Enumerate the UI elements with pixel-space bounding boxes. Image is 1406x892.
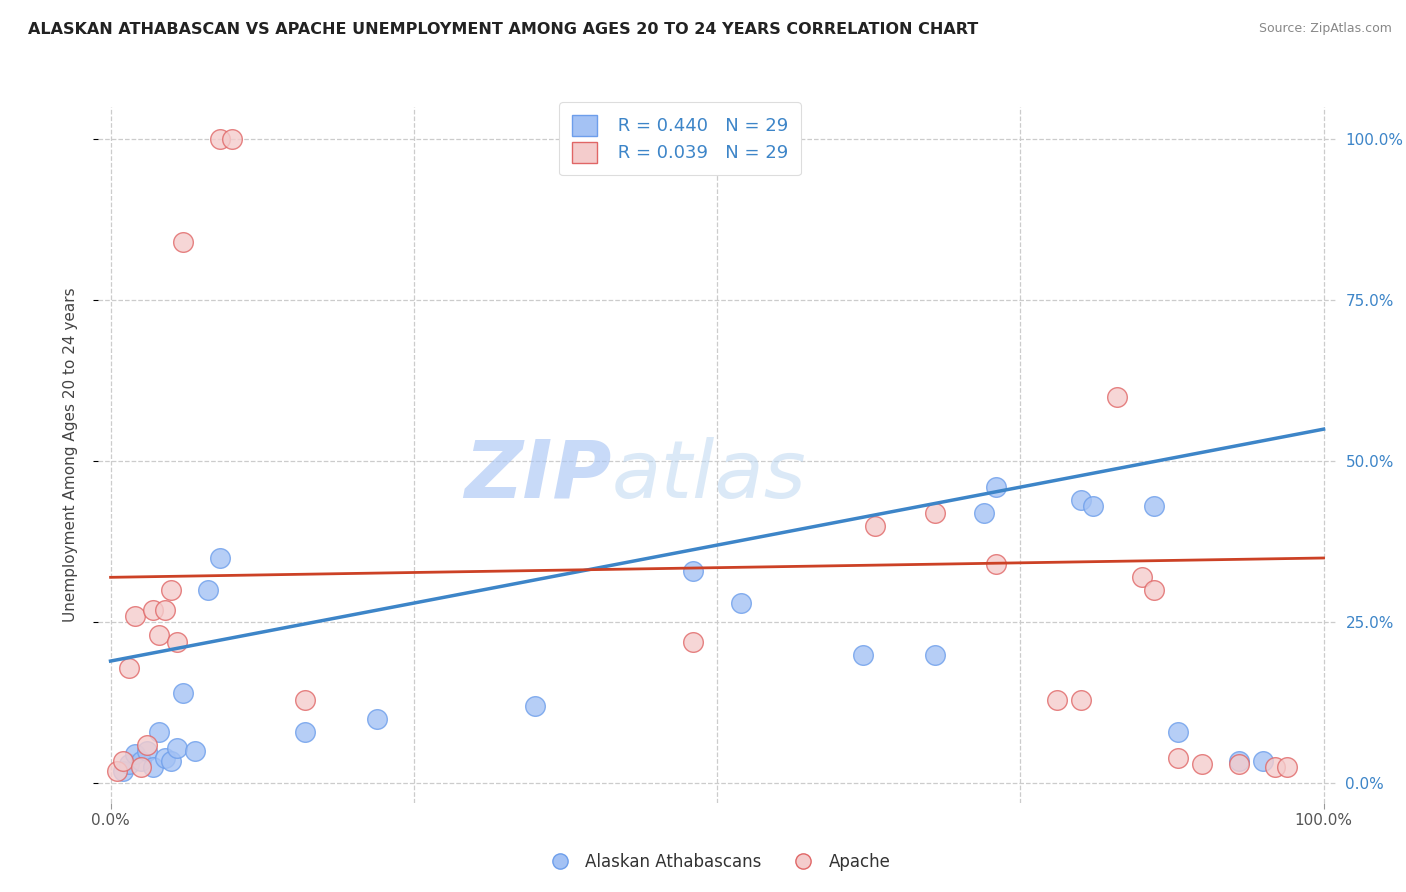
Point — [1167, 725, 1189, 739]
Point — [863, 518, 886, 533]
Point — [166, 634, 188, 648]
Point — [221, 132, 243, 146]
Point — [1167, 750, 1189, 764]
Point — [294, 725, 316, 739]
Point — [136, 744, 159, 758]
Point — [153, 750, 176, 764]
Point — [129, 754, 152, 768]
Y-axis label: Unemployment Among Ages 20 to 24 years: Unemployment Among Ages 20 to 24 years — [63, 287, 77, 623]
Point — [1046, 692, 1069, 706]
Point — [1264, 760, 1286, 774]
Point — [366, 712, 388, 726]
Point — [208, 551, 231, 566]
Point — [1227, 754, 1250, 768]
Text: atlas: atlas — [612, 437, 807, 515]
Point — [984, 480, 1007, 494]
Point — [1130, 570, 1153, 584]
Point — [172, 686, 194, 700]
Point — [153, 602, 176, 616]
Text: Source: ZipAtlas.com: Source: ZipAtlas.com — [1258, 22, 1392, 36]
Point — [129, 760, 152, 774]
Point — [142, 602, 165, 616]
Point — [984, 558, 1007, 572]
Point — [197, 583, 219, 598]
Point — [924, 648, 946, 662]
Point — [111, 754, 134, 768]
Point — [682, 634, 704, 648]
Text: ZIP: ZIP — [464, 437, 612, 515]
Point — [111, 764, 134, 778]
Point — [148, 628, 170, 642]
Point — [118, 660, 141, 674]
Point — [1081, 500, 1104, 514]
Point — [160, 754, 183, 768]
Point — [852, 648, 875, 662]
Point — [142, 760, 165, 774]
Point — [136, 738, 159, 752]
Point — [166, 741, 188, 756]
Point — [682, 564, 704, 578]
Point — [118, 757, 141, 772]
Point — [924, 506, 946, 520]
Point — [208, 132, 231, 146]
Text: ALASKAN ATHABASCAN VS APACHE UNEMPLOYMENT AMONG AGES 20 TO 24 YEARS CORRELATION : ALASKAN ATHABASCAN VS APACHE UNEMPLOYMEN… — [28, 22, 979, 37]
Point — [294, 692, 316, 706]
Point — [172, 235, 194, 250]
Point — [524, 699, 547, 714]
Point — [124, 747, 146, 762]
Point — [1191, 757, 1213, 772]
Point — [1143, 583, 1166, 598]
Point — [1143, 500, 1166, 514]
Point — [105, 764, 128, 778]
Point — [1107, 390, 1129, 404]
Point — [124, 609, 146, 624]
Legend: Alaskan Athabascans, Apache: Alaskan Athabascans, Apache — [537, 847, 897, 878]
Point — [973, 506, 995, 520]
Point — [1070, 692, 1092, 706]
Point — [148, 725, 170, 739]
Point — [1070, 493, 1092, 508]
Point — [160, 583, 183, 598]
Point — [1275, 760, 1298, 774]
Point — [1251, 754, 1274, 768]
Point — [1227, 757, 1250, 772]
Point — [730, 596, 752, 610]
Point — [184, 744, 207, 758]
